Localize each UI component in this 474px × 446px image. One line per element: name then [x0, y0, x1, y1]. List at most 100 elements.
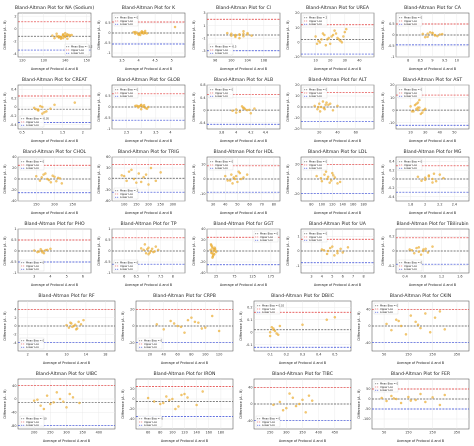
x-tick-label: 6: [82, 275, 84, 279]
data-point: [143, 104, 146, 107]
data-point: [301, 398, 304, 402]
legend-lower-loa: Lower LoA: [309, 238, 322, 242]
legend-upper-loa: Upper LoA: [144, 420, 157, 424]
x-tick-label: 350: [454, 353, 460, 357]
chart-title: Bland-Altman Plot for ALB: [214, 77, 273, 83]
legend-lower-loa: Lower LoA: [309, 94, 322, 98]
x-axis-label: Average of Protocol A and B: [125, 67, 173, 71]
y-axis-label: Difference (A - B): [381, 92, 385, 122]
data-point: [242, 35, 245, 38]
data-point: [142, 31, 146, 34]
y-tick-label: 0: [298, 105, 300, 109]
data-point: [42, 173, 45, 176]
data-point: [229, 34, 233, 37]
data-point: [417, 98, 421, 102]
y-tick-label: -20: [294, 192, 300, 196]
data-point: [331, 109, 335, 112]
data-point: [142, 248, 146, 252]
y-tick-label: -10: [294, 55, 300, 59]
y-tick-label: -0.5: [10, 260, 17, 264]
y-tick-label: 0: [14, 27, 16, 31]
data-point: [61, 33, 65, 37]
legend-mean-bias: Mean Bias = 0: [120, 261, 139, 265]
legend-mean-bias: Mean Bias = -5: [144, 417, 163, 421]
chart-title: Bland-Altman Plot for ALT: [309, 77, 367, 83]
x-axis-label: Average of Protocol A and B: [397, 439, 445, 443]
data-point: [336, 182, 339, 185]
data-point: [140, 104, 143, 107]
y-axis-label: Difference (A - B): [357, 389, 361, 419]
data-point: [331, 171, 334, 175]
chart-panel-urea: Bland-Altman Plot for UREA 10 20 30 40 -10 0 10…: [285, 2, 377, 72]
chart-title: Bland-Altman Plot for K: [122, 5, 176, 11]
data-point: [310, 399, 314, 402]
legend-upper-loa: Upper LoA: [309, 19, 322, 23]
x-axis-label: Average of Protocol A and B: [125, 139, 173, 143]
legend-upper-loa: Upper LoA: [120, 264, 133, 268]
data-point: [37, 250, 41, 253]
chart-title: Bland-Altman Plot for CKIN: [390, 293, 451, 299]
y-axis-label: Difference (A - B): [97, 20, 101, 50]
chart-title: Bland-Altman Plot for TBilirubin: [396, 221, 468, 227]
x-axis-label: Average of Protocol A and B: [314, 139, 362, 143]
data-point: [443, 328, 446, 331]
y-tick-label: 0: [109, 249, 111, 253]
chart-title: Bland-Altman Plot for CRPB: [153, 293, 216, 299]
data-point: [70, 33, 73, 37]
data-point: [327, 103, 330, 106]
data-point: [201, 390, 204, 393]
y-tick-label: 0: [298, 177, 300, 181]
y-tick-label: 0: [203, 249, 205, 253]
legend-upper-loa: Upper LoA: [26, 163, 39, 167]
data-point: [423, 36, 426, 39]
data-point: [419, 253, 422, 256]
data-point: [234, 111, 238, 114]
x-tick-label: 250: [70, 203, 76, 207]
data-point: [336, 249, 339, 253]
legend-mean-bias: Mean Bias = 0: [309, 88, 328, 92]
y-tick-label: 0.5: [105, 94, 110, 98]
x-tick-label: 108: [260, 59, 266, 63]
data-point: [136, 31, 139, 34]
y-axis-label: Difference (A - B): [239, 389, 243, 419]
data-point: [33, 106, 36, 110]
y-tick-label: -100: [363, 417, 371, 421]
chart-title: Bland-Altman Plot for MG: [403, 149, 461, 155]
data-point: [395, 318, 398, 321]
y-axis-label: Difference (A - B): [239, 311, 243, 341]
x-axis-label: Average of Protocol A and B: [408, 67, 456, 71]
x-tick-label: 160: [206, 431, 212, 435]
legend-lower-loa: Lower LoA: [309, 166, 322, 170]
x-tick-label: 0.4: [316, 353, 321, 357]
data-point: [342, 35, 345, 38]
y-tick-label: 20: [12, 166, 16, 170]
x-axis-label: Average of Protocol A and B: [408, 283, 456, 287]
data-point: [53, 103, 56, 106]
legend-upper-loa: Upper LoA: [71, 48, 84, 52]
legend-lower-loa: Lower LoA: [26, 166, 39, 170]
data-point: [321, 100, 325, 103]
y-tick-label: -1: [391, 55, 394, 59]
chart-svg-dbilc: Bland-Altman Plot for DBilC 0.1 0.2 0.3 0.4 0…: [239, 293, 352, 365]
x-tick-label: 130: [41, 59, 47, 63]
data-point: [209, 248, 212, 252]
x-tick-label: 10: [64, 353, 68, 357]
legend-mean-bias: Mean Bias = 0: [215, 88, 234, 92]
data-point: [315, 174, 319, 178]
data-point: [413, 103, 416, 107]
data-point: [242, 176, 245, 179]
x-tick-label: 100: [319, 203, 325, 207]
data-point: [217, 329, 221, 333]
data-point: [62, 400, 65, 403]
data-point: [317, 105, 320, 109]
data-point: [125, 179, 129, 183]
data-point: [414, 320, 417, 324]
x-tick-label: 4: [49, 275, 51, 279]
data-point: [319, 110, 322, 113]
data-point: [238, 110, 241, 113]
y-axis-label: Difference (A - B): [357, 311, 361, 341]
data-point: [319, 177, 323, 180]
